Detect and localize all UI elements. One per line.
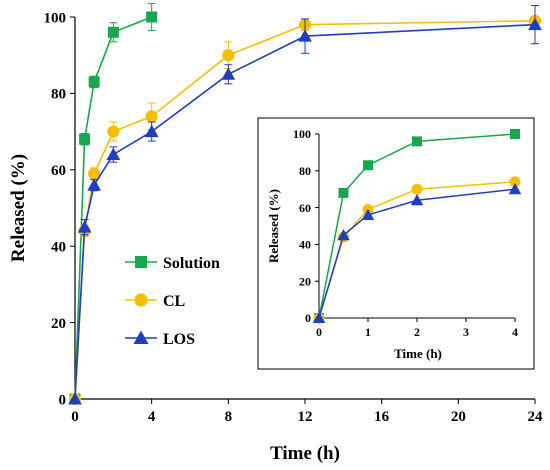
data-point xyxy=(363,160,373,171)
legend-marker xyxy=(135,256,147,268)
data-point xyxy=(107,125,120,138)
data-point xyxy=(145,110,158,123)
inset-x-axis-label: Time (h) xyxy=(394,346,442,361)
y-tick-label: 80 xyxy=(299,164,311,178)
y-tick-label: 60 xyxy=(299,201,311,215)
legend-item: LOS xyxy=(125,330,195,348)
inset-series xyxy=(312,129,522,324)
x-tick-label: 4 xyxy=(512,325,518,339)
inset-y-axis-label: Released (%) xyxy=(266,189,281,263)
y-tick-label: 60 xyxy=(51,163,66,179)
y-tick-label: 20 xyxy=(299,274,311,288)
data-point xyxy=(107,26,119,38)
x-tick-label: 0 xyxy=(316,325,322,339)
x-tick-label: 3 xyxy=(463,325,469,339)
x-tick-label: 24 xyxy=(528,409,544,425)
data-point xyxy=(528,17,542,31)
data-point xyxy=(338,187,349,198)
data-point xyxy=(312,311,326,323)
y-tick-label: 0 xyxy=(59,392,67,408)
series-2 xyxy=(312,182,522,323)
data-point xyxy=(144,124,159,138)
data-point xyxy=(508,182,522,195)
data-point xyxy=(77,220,92,233)
data-point xyxy=(412,136,422,147)
y-tick-label: 0 xyxy=(305,311,311,325)
data-point xyxy=(510,129,520,139)
data-point xyxy=(68,392,82,405)
series-line xyxy=(74,23,536,400)
x-tick-label: 20 xyxy=(451,409,466,425)
data-point xyxy=(146,11,158,23)
x-tick-label: 8 xyxy=(225,409,233,425)
data-point xyxy=(337,228,350,241)
data-point xyxy=(410,193,424,206)
main-series xyxy=(68,3,542,406)
legend-marker xyxy=(134,293,148,307)
x-tick-label: 0 xyxy=(71,409,79,425)
data-point xyxy=(361,208,375,220)
data-point xyxy=(298,29,312,42)
main-y-axis-label: Released (%) xyxy=(8,154,29,262)
main-x-axis-label: Time (h) xyxy=(270,443,340,464)
data-point xyxy=(88,76,100,88)
legend-label: LOS xyxy=(163,331,195,348)
legend: Solution CL LOS xyxy=(125,255,220,348)
x-tick-label: 1 xyxy=(365,325,371,339)
legend-label: Solution xyxy=(163,255,220,272)
data-point xyxy=(222,49,235,62)
y-tick-label: 40 xyxy=(51,239,66,255)
legend-item: CL xyxy=(125,293,185,310)
y-tick-label: 100 xyxy=(44,10,67,26)
data-point xyxy=(88,167,101,180)
data-point xyxy=(79,133,91,145)
legend-marker xyxy=(133,330,149,344)
legend-label: CL xyxy=(163,293,185,310)
y-tick-label: 100 xyxy=(293,127,311,141)
x-tick-label: 4 xyxy=(148,409,156,425)
data-point xyxy=(87,178,102,191)
x-tick-label: 12 xyxy=(298,409,313,425)
y-tick-label: 80 xyxy=(51,87,66,103)
inset-frame xyxy=(257,117,535,370)
data-point xyxy=(221,67,236,80)
y-tick-label: 20 xyxy=(51,316,66,332)
data-point xyxy=(509,176,521,188)
x-tick-label: 2 xyxy=(414,325,420,339)
series-0 xyxy=(69,3,158,405)
data-point xyxy=(411,183,423,195)
y-tick-label: 40 xyxy=(299,238,311,252)
series-2 xyxy=(68,5,542,405)
x-tick-label: 16 xyxy=(374,409,390,425)
legend-item: Solution xyxy=(125,255,220,272)
data-point xyxy=(106,147,121,161)
